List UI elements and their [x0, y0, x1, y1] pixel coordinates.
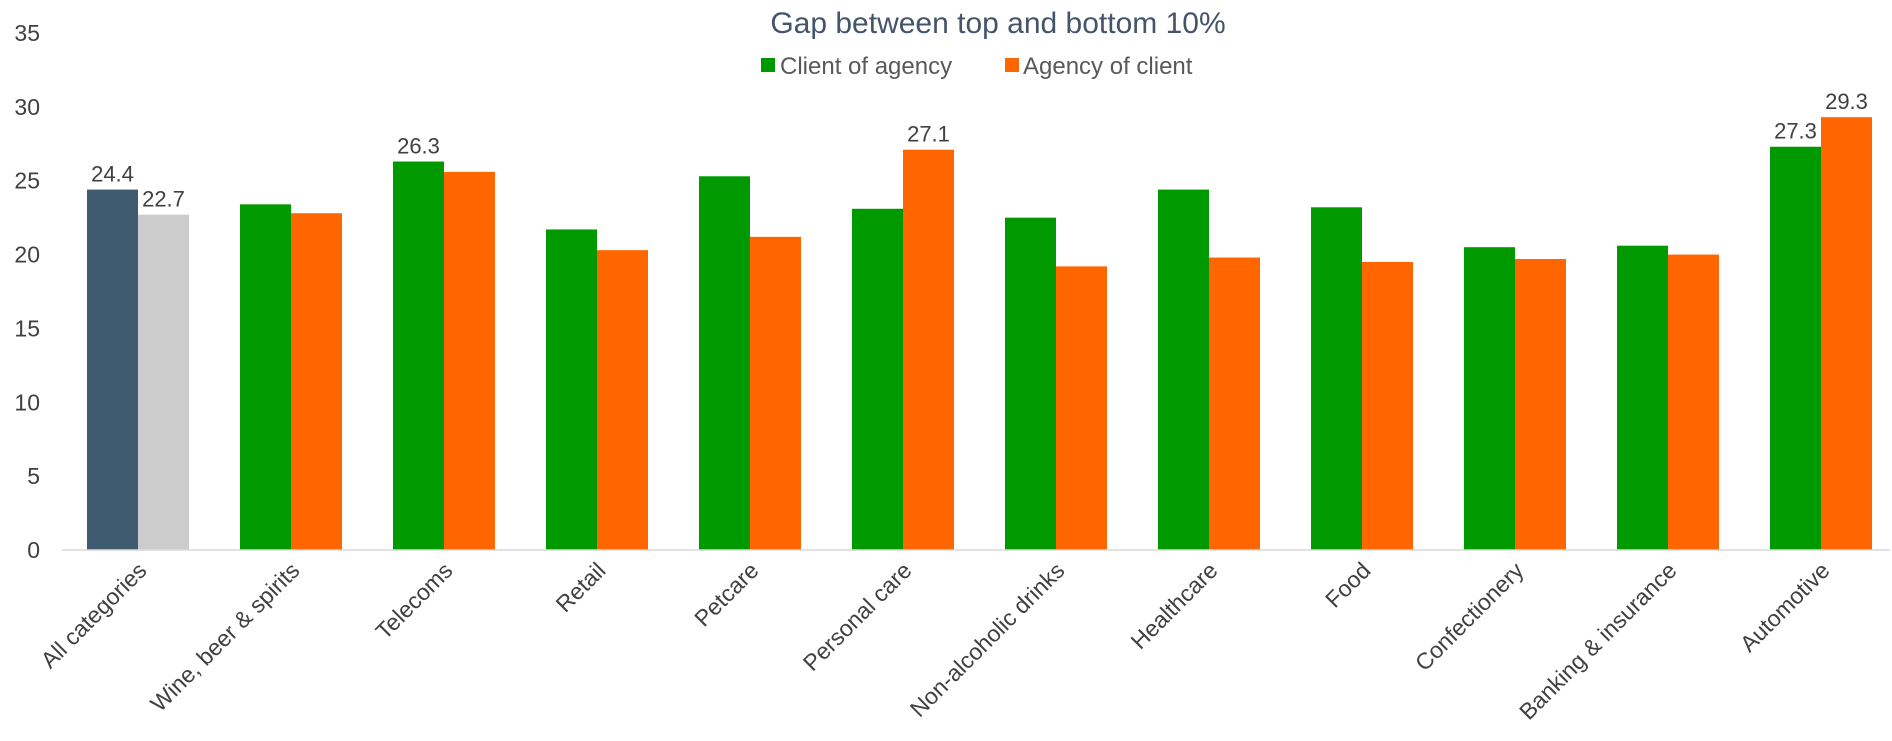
x-tick-label-healthcare: Healthcare [1125, 557, 1222, 654]
y-tick-label: 5 [27, 463, 40, 489]
bar-client-of-agency-all-categories [87, 189, 138, 550]
y-tick-label: 10 [14, 389, 40, 415]
data-label-agency-of-client-personal-care: 27.1 [907, 122, 950, 147]
bars [87, 117, 1872, 551]
x-tick-label-petcare: Petcare [689, 557, 763, 631]
y-tick-label: 15 [14, 315, 40, 341]
bar-agency-of-client-wine-beer-spirits [291, 213, 342, 550]
y-tick-label: 0 [27, 537, 40, 563]
x-tick-label-retail: Retail [551, 557, 611, 617]
bar-agency-of-client-non-alcoholic-drinks [1056, 266, 1107, 550]
x-tick-label-telecoms: Telecoms [370, 557, 457, 644]
y-tick-label: 30 [14, 94, 40, 120]
bar-agency-of-client-retail [597, 250, 648, 550]
x-tick-label-food: Food [1320, 557, 1375, 612]
bar-client-of-agency-healthcare [1158, 189, 1209, 550]
data-label-agency-of-client-all-categories: 22.7 [142, 187, 185, 212]
bar-agency-of-client-banking-insurance [1668, 254, 1719, 551]
bar-agency-of-client-petcare [750, 236, 801, 551]
data-label-client-of-agency-telecoms: 26.3 [397, 134, 440, 159]
bar-client-of-agency-food [1311, 207, 1362, 550]
bar-client-of-agency-retail [546, 229, 597, 550]
bar-client-of-agency-confectionery [1464, 247, 1515, 550]
x-tick-label-wine-beer-spirits: Wine, beer & spirits [145, 557, 304, 716]
bar-client-of-agency-non-alcoholic-drinks [1005, 217, 1056, 550]
legend-label-agency-of-client: Agency of client [1023, 53, 1193, 80]
x-tick-label-confectionery: Confectionery [1410, 557, 1529, 676]
data-label-client-of-agency-all-categories: 24.4 [91, 162, 134, 187]
chart-title: Gap between top and bottom 10% [770, 7, 1225, 40]
bar-agency-of-client-all-categories [138, 214, 189, 550]
bar-client-of-agency-banking-insurance [1617, 245, 1668, 551]
bar-client-of-agency-telecoms [393, 161, 444, 551]
bar-client-of-agency-automotive [1770, 146, 1821, 551]
x-tick-label-non-alcoholic-drinks: Non-alcoholic drinks [905, 557, 1070, 722]
x-tick-label-banking-insurance: Banking & insurance [1514, 557, 1682, 725]
legend-label-client-of-agency: Client of agency [780, 53, 952, 80]
y-tick-label: 25 [14, 168, 40, 194]
y-tick-label: 20 [14, 242, 40, 268]
legend-swatch-client-of-agency [761, 58, 775, 72]
bar-agency-of-client-automotive [1821, 117, 1872, 550]
x-tick-label-personal-care: Personal care [798, 557, 917, 676]
bar-client-of-agency-petcare [699, 176, 750, 551]
bar-client-of-agency-personal-care [852, 208, 903, 550]
legend-swatch-agency-of-client [1005, 58, 1019, 72]
x-tick-label-automotive: Automotive [1735, 557, 1835, 657]
bar-agency-of-client-confectionery [1515, 259, 1566, 550]
y-axis: 0 5 10 15 20 25 30 35 [14, 20, 40, 563]
bar-agency-of-client-personal-care [903, 149, 954, 551]
y-tick-label: 35 [14, 20, 40, 46]
bar-agency-of-client-healthcare [1209, 257, 1260, 550]
bar-client-of-agency-wine-beer-spirits [240, 204, 291, 550]
data-label-agency-of-client-automotive: 29.3 [1825, 89, 1868, 114]
data-label-client-of-agency-automotive: 27.3 [1774, 119, 1817, 144]
legend: Client of agency Agency of client [761, 53, 1193, 80]
bar-agency-of-client-telecoms [444, 171, 495, 550]
data-labels: 24.4 22.7 26.3 27.1 27.3 29.3 [91, 89, 1868, 211]
bar-agency-of-client-food [1362, 261, 1413, 550]
x-tick-label-all-categories: All categories [36, 557, 152, 673]
